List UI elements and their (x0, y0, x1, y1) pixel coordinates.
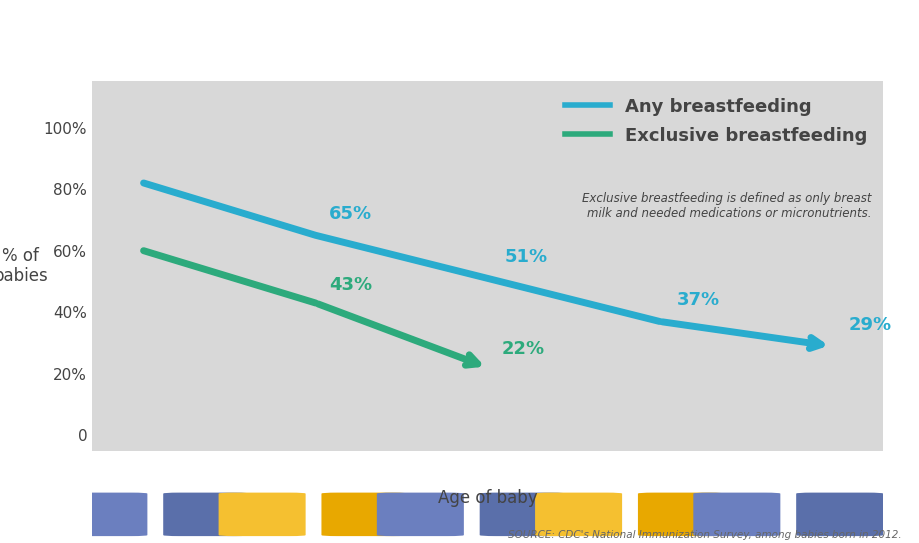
Text: 51%: 51% (505, 248, 548, 266)
FancyBboxPatch shape (693, 493, 779, 536)
Text: 3 months: 3 months (289, 457, 369, 472)
Text: 6 months: 6 months (447, 457, 528, 472)
Text: 29%: 29% (848, 316, 891, 334)
Y-axis label: % of
babies: % of babies (0, 247, 48, 286)
Text: SOURCE: CDC's National Immunization Survey, among babies born in 2012.: SOURCE: CDC's National Immunization Surv… (507, 531, 901, 540)
Text: 22%: 22% (501, 340, 544, 358)
FancyBboxPatch shape (163, 493, 250, 536)
FancyBboxPatch shape (795, 493, 882, 536)
FancyBboxPatch shape (479, 493, 566, 536)
Text: Percentage of babies breastfeeding during the first year: Percentage of babies breastfeeding durin… (0, 21, 919, 50)
Text: 9 months: 9 months (605, 457, 686, 472)
Text: Age of baby: Age of baby (437, 489, 537, 507)
Text: 43%: 43% (329, 276, 372, 294)
FancyBboxPatch shape (637, 493, 724, 536)
Text: 65%: 65% (329, 205, 372, 223)
Text: birth: birth (150, 457, 192, 472)
FancyBboxPatch shape (61, 493, 147, 536)
FancyBboxPatch shape (321, 493, 408, 536)
Legend: Any breastfeeding, Exclusive breastfeeding: Any breastfeeding, Exclusive breastfeedi… (557, 91, 873, 151)
FancyBboxPatch shape (219, 493, 305, 536)
Text: Exclusive breastfeeding is defined as only breast
milk and needed medications or: Exclusive breastfeeding is defined as on… (581, 192, 870, 220)
FancyBboxPatch shape (535, 493, 621, 536)
Text: 37%: 37% (676, 291, 720, 309)
Text: 12 months: 12 months (758, 457, 848, 472)
FancyBboxPatch shape (377, 493, 463, 536)
